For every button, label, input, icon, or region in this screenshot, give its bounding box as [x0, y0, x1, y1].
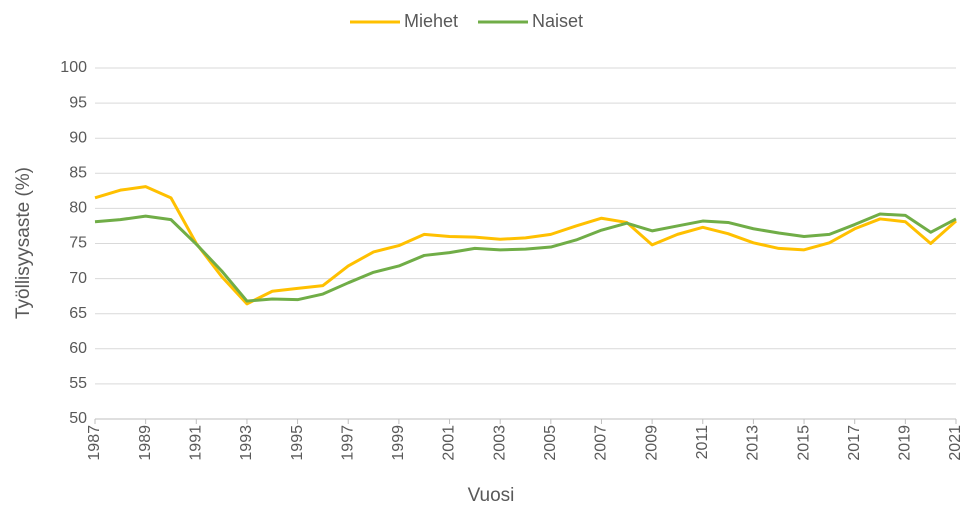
x-axis-title: Vuosi: [468, 485, 515, 506]
line-series: [94, 212, 957, 303]
x-tick-label: 2015: [795, 425, 812, 461]
x-tick-label: 1991: [188, 425, 205, 461]
y-tick-label: 90: [69, 129, 87, 146]
x-tick-label: 2001: [441, 425, 458, 461]
y-axis-title: Työllisyysaste (%): [13, 167, 34, 319]
y-tick-label: 75: [69, 235, 87, 252]
y-tick-label: 100: [60, 59, 87, 76]
y-tick-label: 55: [69, 375, 87, 392]
x-tick-label: 2011: [694, 425, 711, 460]
line-series: [94, 185, 957, 306]
y-tick-label: 85: [69, 165, 87, 182]
x-tick-label: 2019: [897, 425, 914, 461]
x-tick-label: 1995: [289, 425, 306, 461]
y-tick-label: 70: [69, 270, 87, 287]
x-tick-label: 1993: [238, 425, 255, 461]
x-tick-label: 2005: [542, 425, 559, 461]
y-tick-label: 60: [69, 340, 87, 357]
x-tick-label: 2017: [846, 425, 863, 461]
y-tick-label: 80: [69, 200, 87, 217]
x-tick-label: 1999: [390, 425, 407, 461]
x-tick-label: 2009: [643, 425, 660, 461]
x-tick-label: 2021: [947, 425, 964, 461]
x-tick-label: 2007: [593, 425, 610, 461]
legend-label: Miehet: [404, 11, 458, 31]
y-tick-label: 95: [69, 94, 87, 111]
x-tick-label: 1997: [339, 425, 356, 461]
y-tick-label: 65: [69, 305, 87, 322]
x-tick-label: 2013: [745, 425, 762, 461]
x-tick-label: 1987: [86, 425, 103, 461]
x-tick-label: 1989: [137, 425, 154, 461]
y-tick-label: 50: [69, 410, 87, 427]
legend-label: Naiset: [532, 11, 583, 31]
x-tick-label: 2003: [491, 425, 508, 461]
